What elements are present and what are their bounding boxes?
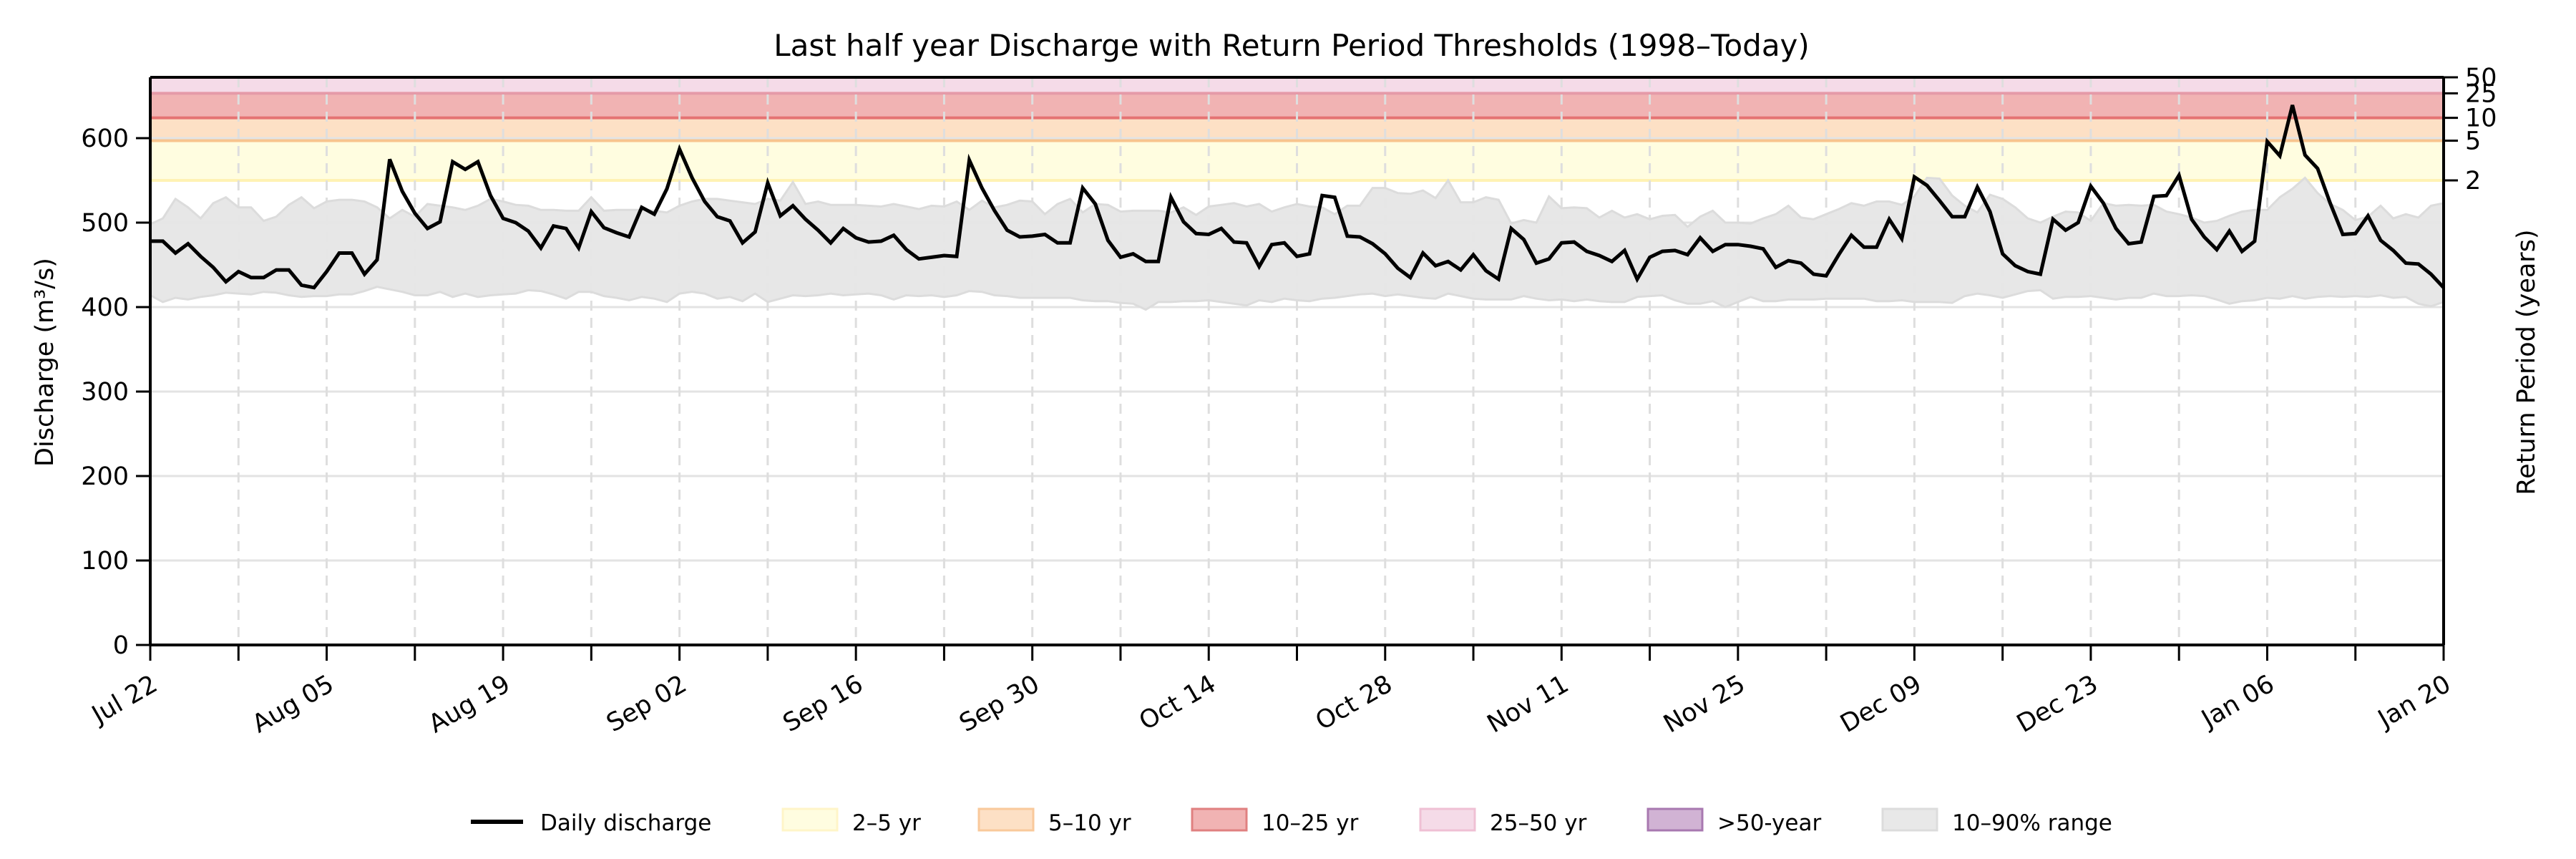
y-axis: 0 100 200 300 400 500 600 xyxy=(81,125,150,660)
return-period-tick-label: 5 xyxy=(2465,127,2481,156)
x-tick-label: Jan 20 xyxy=(2372,670,2456,734)
plot-area xyxy=(149,76,2445,646)
legend-patch-swatch xyxy=(1419,807,1476,832)
legend-patch-swatch xyxy=(1881,807,1938,832)
x-tick-label: Sep 30 xyxy=(955,670,1044,738)
legend-label: Daily discharge xyxy=(540,810,711,836)
daily-discharge-line xyxy=(150,105,2445,290)
x-tick-label: Jan 06 xyxy=(2196,670,2280,734)
legend-patch-swatch xyxy=(1646,807,1704,832)
y-tick-label: 500 xyxy=(81,209,129,238)
legend-label: 10–90% range xyxy=(1952,810,2112,836)
legend: Daily discharge 2–5 yr 5–10 yr 10–25 yr 25–5… xyxy=(471,807,2112,836)
x-tick-label: Sep 16 xyxy=(779,670,868,738)
x-tick-label: Nov 25 xyxy=(1659,670,1750,739)
y-tick-label: 300 xyxy=(81,378,129,407)
right-axis-label: Return Period (years) xyxy=(2512,229,2541,495)
x-tick-label: Aug 05 xyxy=(248,670,338,739)
x-tick-label: Oct 14 xyxy=(1135,670,1221,737)
legend-label: 2–5 yr xyxy=(852,810,921,836)
x-tick-label: Dec 23 xyxy=(2012,670,2103,739)
legend-label: >50-year xyxy=(1717,810,1821,836)
x-tick-label: Dec 09 xyxy=(1835,670,1926,739)
y-tick-label: 200 xyxy=(81,462,129,491)
x-tick-label: Sep 02 xyxy=(602,670,691,738)
chart-title: Last half year Discharge with Return Per… xyxy=(774,28,1810,63)
x-tick-label: Nov 11 xyxy=(1483,670,1574,739)
x-axis: Jul 22 Aug 05 Aug 19 Sep 02 Sep 16 Sep 30 Oct … xyxy=(86,645,2456,739)
y-axis-label: Discharge (m³/s) xyxy=(31,258,59,467)
legend-patch-swatch xyxy=(1191,807,1248,832)
legend-label: 5–10 yr xyxy=(1048,810,1131,836)
legend-patch-swatch xyxy=(977,807,1035,832)
x-tick-label: Aug 19 xyxy=(424,670,515,739)
y-tick-label: 400 xyxy=(81,293,129,322)
x-tick-label: Oct 28 xyxy=(1311,670,1397,737)
y-tick-label: 0 xyxy=(113,631,129,660)
legend-label: 10–25 yr xyxy=(1262,810,1359,836)
x-tick-label: Jul 22 xyxy=(86,670,162,731)
legend-patch-swatch xyxy=(781,807,839,832)
return-period-tick-label: 10 xyxy=(2465,105,2497,133)
return-period-tick-label: 50 xyxy=(2465,64,2497,92)
return-period-tick-label: 25 xyxy=(2465,79,2497,108)
legend-label: 25–50 yr xyxy=(1490,810,1587,836)
y-tick-label: 600 xyxy=(81,125,129,153)
y-tick-label: 100 xyxy=(81,547,129,576)
return-period-tick-label: 2 xyxy=(2465,167,2481,195)
